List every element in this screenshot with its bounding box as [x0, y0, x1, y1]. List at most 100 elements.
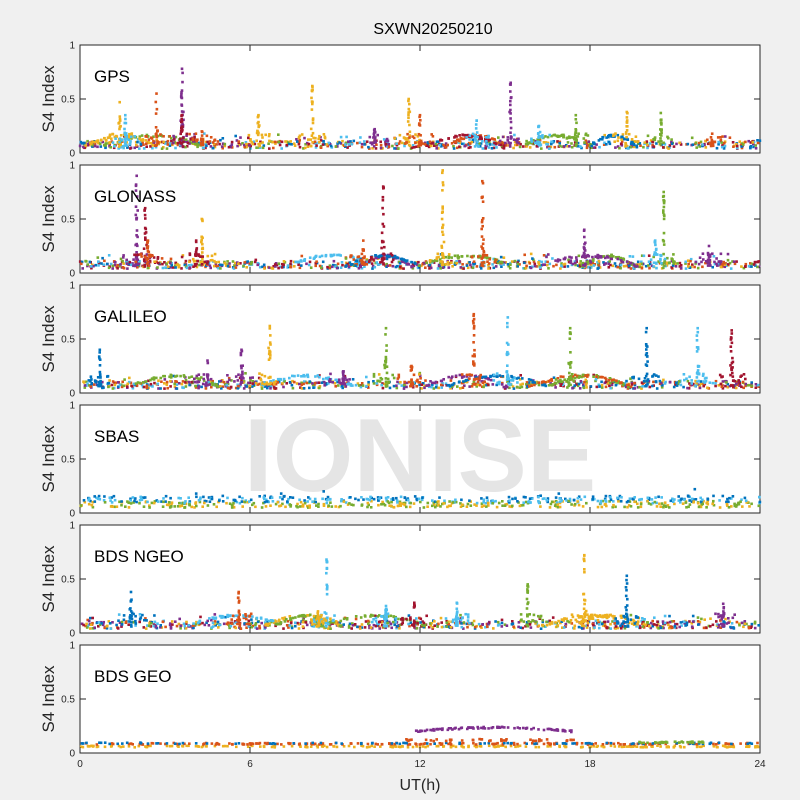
data-point [153, 500, 157, 503]
data-point [476, 135, 479, 139]
data-point [221, 494, 225, 498]
data-point [583, 249, 587, 252]
data-point [227, 145, 231, 149]
data-point [584, 241, 587, 245]
data-point [574, 131, 577, 134]
data-point [135, 253, 139, 257]
data-point [466, 266, 470, 270]
data-point [249, 376, 252, 380]
data-point [565, 380, 568, 383]
data-point [354, 383, 358, 387]
data-point [668, 614, 671, 618]
data-point [394, 265, 398, 269]
data-point [422, 382, 425, 385]
data-point [130, 133, 133, 136]
data-point [320, 254, 324, 258]
data-point [303, 136, 306, 140]
data-point [453, 263, 457, 266]
data-point [278, 143, 282, 147]
data-point [134, 497, 137, 500]
data-point [129, 499, 132, 502]
data-point [249, 139, 252, 142]
data-point [219, 379, 223, 383]
data-point [625, 129, 629, 132]
data-point [389, 252, 393, 255]
data-point [126, 146, 129, 149]
data-point [357, 267, 361, 270]
data-point [672, 500, 675, 503]
data-point [346, 146, 349, 149]
data-point [210, 497, 214, 501]
data-point [318, 375, 321, 379]
data-point [163, 261, 166, 264]
data-point [143, 206, 147, 210]
data-point [427, 385, 431, 389]
data-point [521, 503, 525, 507]
data-point [480, 245, 483, 248]
data-point [418, 374, 422, 378]
scatter-points [80, 553, 760, 630]
data-point [461, 386, 465, 389]
data-point [317, 505, 320, 508]
data-point [123, 141, 127, 145]
data-point [330, 254, 334, 257]
data-point [182, 118, 185, 122]
data-point [361, 262, 364, 266]
data-point [451, 501, 455, 504]
data-point [136, 266, 139, 269]
data-point [286, 619, 290, 623]
data-point [188, 260, 191, 263]
data-point [143, 265, 146, 268]
data-point [268, 147, 271, 150]
data-point [269, 354, 272, 357]
data-point [451, 385, 454, 388]
data-point [100, 139, 103, 142]
data-point [728, 261, 732, 265]
data-point [239, 383, 242, 386]
data-point [706, 261, 710, 265]
data-point [601, 138, 604, 141]
data-point [557, 492, 561, 495]
data-point [238, 501, 242, 505]
data-point [423, 262, 426, 265]
data-point [113, 263, 117, 267]
data-point [99, 376, 102, 379]
data-point [294, 260, 297, 264]
data-point [378, 380, 382, 383]
data-point [384, 377, 388, 380]
data-point [184, 138, 188, 141]
data-point [144, 227, 148, 231]
data-point [257, 113, 260, 117]
data-point [549, 382, 552, 385]
data-point [483, 380, 486, 384]
data-point [277, 266, 280, 270]
data-point [195, 374, 199, 378]
data-point [201, 140, 205, 143]
data-point [569, 351, 572, 354]
data-point [533, 264, 537, 268]
data-point [148, 259, 152, 263]
data-point [686, 142, 690, 146]
data-point [655, 374, 658, 377]
data-point [725, 264, 728, 267]
data-point [581, 373, 585, 377]
data-point [415, 385, 418, 388]
data-point [93, 144, 97, 148]
data-point [372, 375, 376, 378]
data-point [459, 136, 463, 140]
data-point [161, 505, 165, 508]
data-point [538, 266, 542, 269]
data-point [295, 138, 298, 141]
data-point [379, 496, 383, 499]
data-point [276, 500, 280, 504]
data-point [83, 386, 87, 389]
data-point [697, 143, 701, 147]
data-point [360, 142, 364, 146]
data-point [480, 505, 484, 508]
data-point [415, 263, 419, 266]
data-point [142, 385, 146, 389]
data-point [566, 141, 570, 144]
data-point [609, 498, 613, 502]
y-tick-label: 0 [69, 389, 75, 400]
data-point [191, 257, 195, 261]
